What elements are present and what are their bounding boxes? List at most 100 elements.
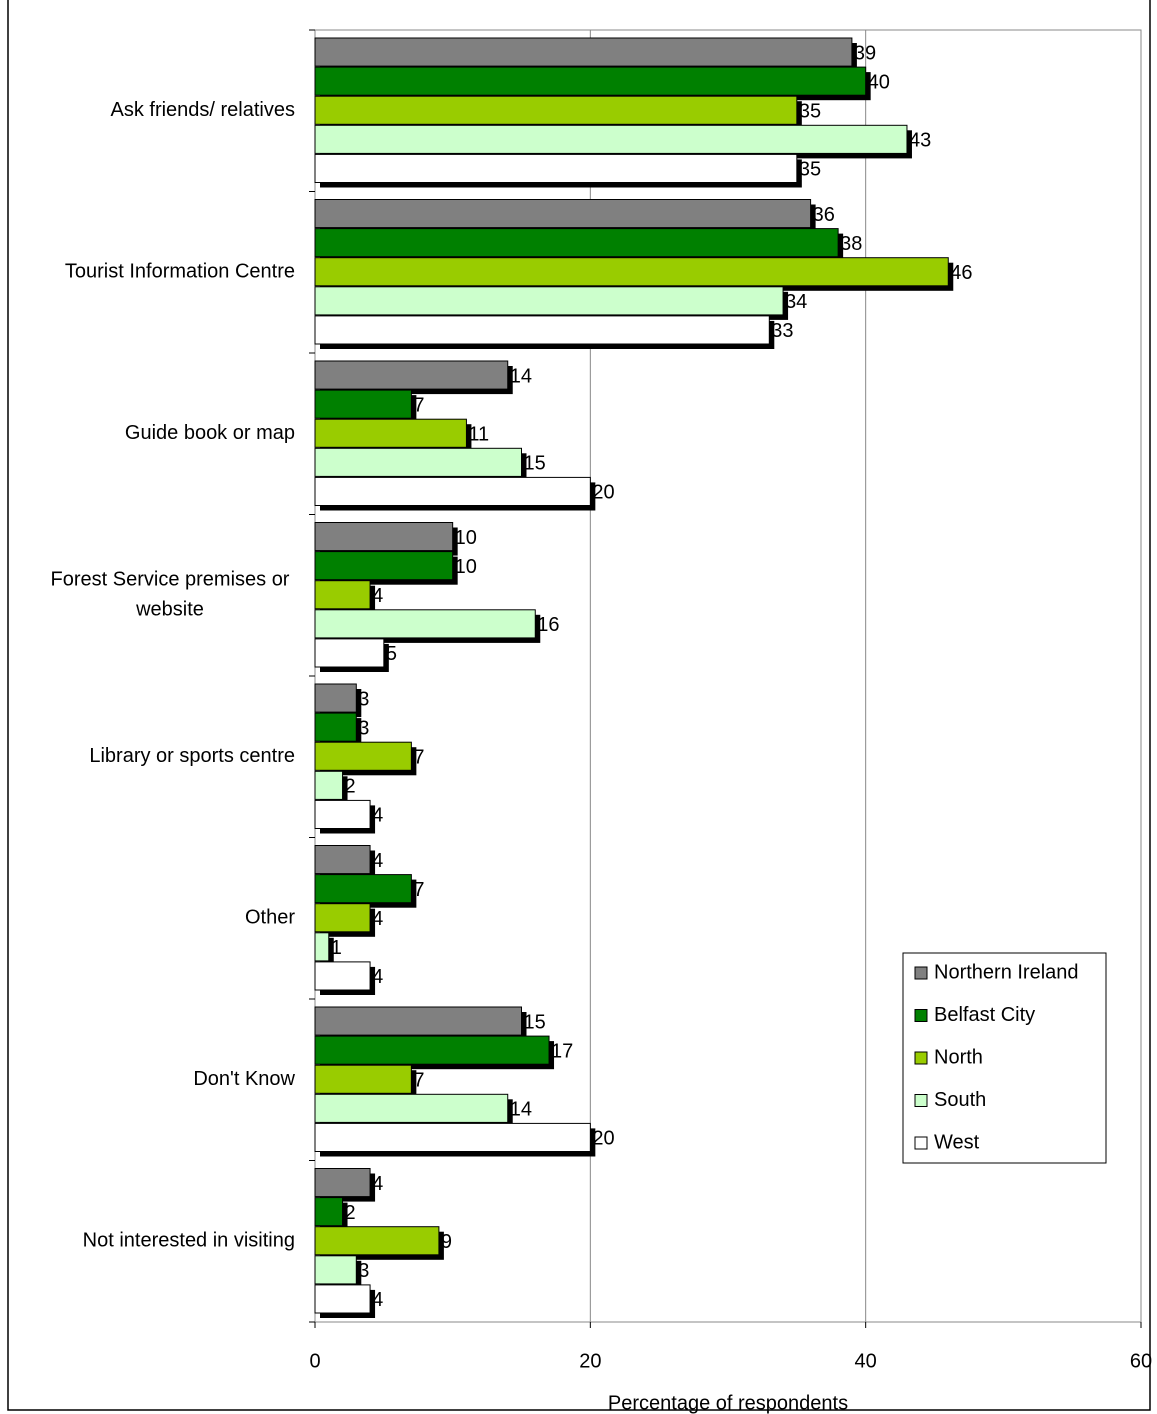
legend-label: North (934, 1046, 983, 1068)
legend-swatch (914, 1051, 928, 1065)
bar (314, 66, 867, 96)
data-label: 3 (358, 688, 369, 710)
bar (314, 845, 371, 875)
bar (314, 1035, 550, 1065)
data-label: 14 (510, 365, 532, 387)
data-label: 1 (331, 937, 342, 959)
data-label: 40 (868, 71, 890, 93)
bar (314, 1284, 371, 1314)
legend-swatch (914, 966, 928, 980)
data-label: 4 (372, 1289, 383, 1311)
data-label: 4 (372, 850, 383, 872)
chart-frame (7, 0, 1151, 1411)
bar (314, 315, 770, 345)
data-label: 5 (386, 643, 397, 665)
data-label: 9 (441, 1231, 452, 1253)
bar (314, 418, 467, 448)
y-tick-label: Other (245, 907, 295, 929)
legend-box (902, 952, 1107, 1164)
data-label: 4 (372, 585, 383, 607)
bar (314, 1093, 509, 1123)
bar (314, 932, 330, 962)
bar (314, 961, 371, 991)
bar (314, 389, 412, 419)
x-tick-label: 60 (1130, 1350, 1152, 1372)
data-label: 43 (909, 130, 931, 152)
bar (314, 1226, 440, 1256)
bar (314, 1122, 591, 1153)
bar (314, 476, 591, 506)
bar (314, 1064, 412, 1094)
bar (314, 522, 454, 552)
bar (314, 1197, 344, 1227)
data-label: 4 (372, 805, 383, 827)
bar (314, 286, 784, 316)
data-label: 7 (413, 394, 424, 416)
legend-label: South (934, 1089, 986, 1111)
y-tick-label: Library or sports centre (89, 745, 295, 767)
data-label: 16 (537, 614, 559, 636)
bar (314, 903, 371, 933)
data-label: 46 (950, 262, 972, 284)
data-label: 7 (413, 1070, 424, 1092)
y-tick-label: Tourist Information Centre (65, 261, 295, 283)
y-tick-label: Ask friends/ relatives (110, 99, 295, 121)
data-label: 35 (799, 159, 821, 181)
data-label: 10 (455, 556, 477, 578)
bar (314, 1006, 522, 1036)
data-label: 7 (413, 747, 424, 769)
bar (314, 874, 412, 904)
bar (314, 37, 853, 67)
bar (314, 609, 536, 639)
x-tick-label: 40 (855, 1350, 877, 1372)
legend-swatch (914, 1136, 928, 1150)
data-label: 36 (813, 204, 835, 226)
bar (314, 95, 798, 125)
bar (314, 153, 798, 183)
data-label: 34 (785, 291, 807, 313)
data-label: 3 (358, 717, 369, 739)
data-label: 15 (524, 453, 546, 475)
bar (314, 638, 385, 668)
legend-swatch (914, 1009, 928, 1022)
data-label: 4 (372, 1173, 383, 1195)
data-label: 17 (551, 1040, 573, 1062)
bar (314, 683, 357, 713)
bar (314, 360, 509, 390)
bar (314, 228, 839, 258)
data-label: 20 (592, 482, 614, 504)
bar (314, 1255, 357, 1285)
data-label: 3 (358, 1260, 369, 1282)
data-label: 11 (468, 424, 489, 446)
y-tick-label: Guide book or map (125, 422, 295, 444)
bar (314, 199, 812, 229)
data-label: 33 (771, 320, 793, 342)
x-tick-label: 0 (309, 1350, 320, 1372)
data-label: 14 (510, 1099, 532, 1121)
data-label: 15 (524, 1011, 546, 1033)
bar (314, 447, 522, 477)
data-label: 4 (372, 966, 383, 988)
bar (314, 770, 344, 800)
data-label: 7 (413, 879, 424, 901)
bar (314, 799, 371, 830)
data-label: 2 (345, 1202, 356, 1224)
y-tick-label: Not interested in visiting (83, 1230, 295, 1252)
data-label: 2 (345, 776, 356, 798)
data-label: 20 (592, 1128, 614, 1150)
legend-swatch (914, 1094, 928, 1107)
data-label: 35 (799, 101, 821, 123)
data-label: 39 (854, 42, 876, 64)
bar (314, 1168, 371, 1198)
legend-label: Belfast City (934, 1004, 1035, 1026)
y-tick-label: Don't Know (193, 1068, 295, 1090)
data-label: 38 (840, 233, 862, 255)
x-tick-label: 20 (579, 1350, 601, 1372)
bar (314, 257, 949, 287)
legend-label: Northern Ireland (934, 961, 1079, 983)
y-tick-label: Forest Service premises or website (51, 569, 290, 621)
bar (314, 580, 371, 610)
bar (314, 551, 454, 581)
bar (314, 741, 412, 771)
